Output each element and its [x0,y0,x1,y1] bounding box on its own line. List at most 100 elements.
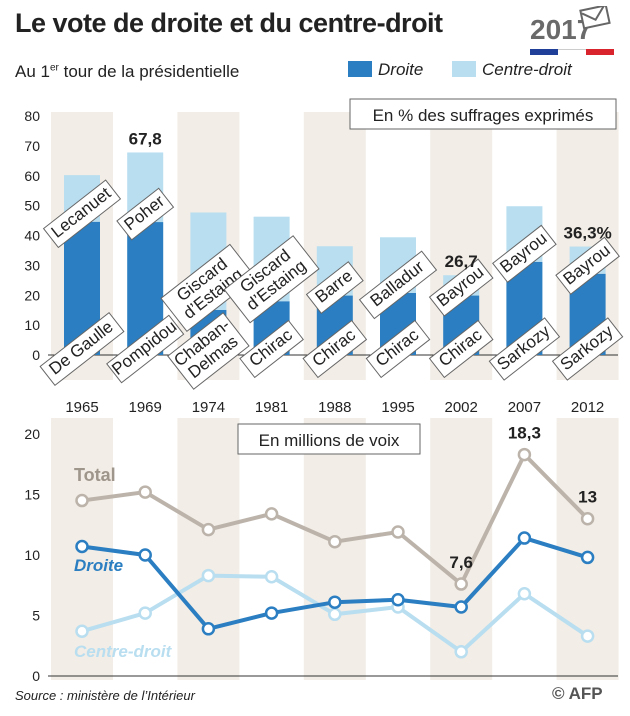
ballot-envelope-icon [579,6,611,30]
page-title: Le vote de droite et du centre-droit [15,8,443,38]
line-chart-title: En millions de voix [259,431,400,450]
candidate-droite-label-frame [167,312,250,390]
candidate-droite-label-frame [239,319,304,379]
bar-total-annotation: 26,7 [445,252,478,271]
x-tick-label-year: 2002 [445,399,478,416]
x-tick-label-year: 2007 [508,399,541,416]
x-tick-label-year: 1969 [129,399,162,416]
point-total-1974 [201,522,216,537]
point-droite-1995 [391,593,405,607]
subtitle-rest: tour de la présidentielle [58,62,240,81]
bar-total-annotation: 67,8 [129,129,162,148]
point-droite-1965 [75,539,89,554]
point-total-2012 [580,511,595,526]
bar-total-annotation: 36,3% [563,224,611,243]
point-centre-2002 [454,645,468,659]
y-tick-label-pct: 40 [24,228,40,244]
point-total-2007 [517,447,532,462]
point-centre-1981 [264,570,279,584]
line-title-frame [237,423,421,455]
candidate-droite-label-frame [428,319,494,379]
point-droite-1981 [264,606,279,620]
year-band-bottom [177,418,240,680]
point-centre-1974 [201,568,216,583]
afp-credit: © AFP [552,684,603,703]
point-centre-1965 [75,624,89,638]
x-tick-label-year: 1965 [65,399,98,416]
candidate-centre-label-frame [492,224,557,283]
source-note: Source : ministère de l’Intérieur [15,688,195,703]
subtitle-superscript: er [49,62,59,74]
y-tick-label-pct: 50 [24,198,40,214]
point-centre-1969 [138,606,152,620]
year-band-bottom [303,418,366,680]
candidate-droite-label-frame [365,319,431,379]
candidate-droite-label-frame [302,319,368,379]
point-droite-2002 [454,600,468,614]
y-tick-label-votes: 15 [24,487,40,503]
y-tick-label-votes: 0 [32,668,40,684]
subtitle: Au 1er tour de la présidentielle [15,62,239,82]
series-label-total: Total [74,465,116,485]
tricolor-bar [530,49,614,55]
legend-label-droite: Droite [378,60,424,79]
point-droite-1988 [328,595,342,609]
line-total-annotation: 13 [578,488,597,507]
x-tick-label-year: 1981 [255,399,288,416]
x-tick-label-year: 2012 [571,399,604,416]
candidate-centre-label-frame [42,179,122,249]
point-droite-2012 [580,550,595,565]
candidate-centre-label-frame [428,258,494,317]
point-centre-1988 [328,607,342,622]
y-tick-label-votes: 5 [32,608,40,624]
year-band-bottom [430,418,493,680]
candidate-droite-label-frame [551,317,624,381]
point-droite-2007 [517,531,532,545]
point-total-1969 [138,485,152,499]
x-tick-label-year: 1974 [192,399,225,416]
candidate-centre-label-frame [555,236,620,295]
point-total-1995 [391,525,405,539]
legend-centre: Centre-droit [452,60,572,80]
series-label-droite: Droite [74,556,123,575]
y-tick-label-pct: 60 [24,168,40,184]
y-tick-label-pct: 30 [24,257,40,273]
y-tick-label-pct: 20 [24,287,40,303]
x-tick-label-year: 1995 [381,399,414,416]
y-tick-label-pct: 0 [32,347,40,363]
candidate-droite-label-frame [488,317,561,381]
line-chart-title-box: En millions de voix [237,423,421,455]
point-total-1988 [328,534,342,549]
subtitle-main: Au 1 [15,62,50,81]
candidate-droite-label-frame [106,314,185,384]
point-centre-2012 [580,629,595,643]
series-label-centre: Centre-droit [74,642,173,661]
point-total-2002 [454,577,468,591]
legend-swatch-droite [348,61,372,77]
bar-chart-title: En % des suffrages exprimés [373,106,594,125]
y-tick-label-pct: 70 [24,138,40,154]
point-total-1965 [75,493,89,508]
legend-label-centre: Centre-droit [482,60,572,79]
point-total-1981 [264,507,279,521]
bar-chart-title-box: En % des suffrages exprimés [349,98,617,130]
y-tick-label-votes: 20 [24,426,40,442]
candidate-centre-label-frame [116,187,175,241]
candidate-centre-label-frame [305,261,364,315]
y-tick-label-votes: 10 [24,547,40,563]
candidate-centre-label-frame [223,235,320,324]
line-total-annotation: 18,3 [508,424,541,443]
legend-droite: Droite [348,60,423,80]
candidate-droite-label-frame [39,311,125,387]
y-tick-label-pct: 80 [24,108,40,124]
y-tick-label-pct: 10 [24,317,40,333]
x-tick-label-year: 1988 [318,399,351,416]
bar-title-frame [349,98,617,130]
point-droite-1969 [138,548,152,562]
election-year-badge: 2017 [530,6,614,55]
candidate-centre-label-frame [358,250,438,320]
point-centre-2007 [517,586,532,601]
point-droite-1974 [201,622,216,636]
line-total-annotation: 7,6 [449,553,473,572]
